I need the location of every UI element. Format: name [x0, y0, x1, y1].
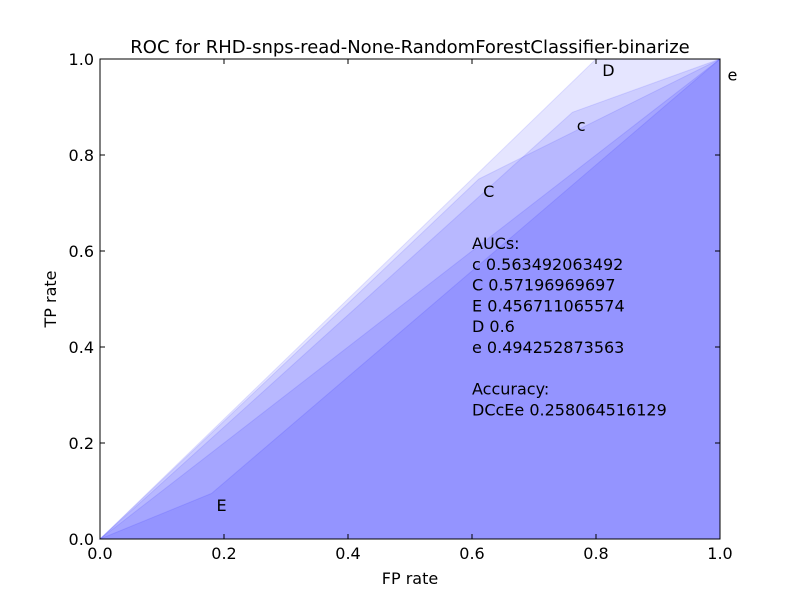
- chart-title: ROC for RHD-snps-read-None-RandomForestC…: [130, 37, 689, 58]
- annotation-line: C 0.57196969697: [472, 276, 616, 295]
- y-tick-label: 1.0: [69, 50, 94, 69]
- y-axis-label: TP rate: [41, 270, 60, 328]
- series-label-C: C: [483, 182, 494, 201]
- x-tick-label: 0.2: [211, 544, 236, 563]
- annotation-line: E 0.456711065574: [472, 296, 625, 315]
- axis-ticks: 0.0 0.2 0.4 0.6 0.8 1.0 0.0 0.2 0.4 0.6 0.8 1.0: [69, 50, 733, 563]
- axes-frame: [99, 58, 721, 540]
- y-tick-label: 0.4: [69, 338, 94, 357]
- x-tick-label: 0.4: [335, 544, 360, 563]
- x-tick-label: 0.6: [459, 544, 484, 563]
- y-tick-label: 0.8: [69, 146, 94, 165]
- annotation-line: AUCs:: [472, 234, 520, 253]
- x-tick-label: 1.0: [707, 544, 732, 563]
- x-axis-label: FP rate: [382, 569, 438, 588]
- annotation-line: DCcEe 0.258064516129: [472, 400, 667, 419]
- y-tick-label: 0.0: [69, 530, 94, 549]
- annotation-line: D 0.6: [472, 317, 515, 336]
- annotation-line: Accuracy:: [472, 380, 549, 399]
- series-label-D: D: [602, 61, 614, 80]
- x-tick-label: 0.8: [583, 544, 608, 563]
- annotation-line: e 0.494252873563: [472, 338, 624, 357]
- y-tick-label: 0.2: [69, 434, 94, 453]
- y-tick-label: 0.6: [69, 242, 94, 261]
- annotation-line: c 0.563492063492: [472, 255, 623, 274]
- series-label-c: c: [577, 116, 586, 135]
- plot-area: Dc Ce E: [98, 57, 737, 540]
- x-tick-label: 0.0: [87, 544, 112, 563]
- series-label-E: E: [217, 496, 227, 515]
- series-label-e: e: [727, 66, 737, 85]
